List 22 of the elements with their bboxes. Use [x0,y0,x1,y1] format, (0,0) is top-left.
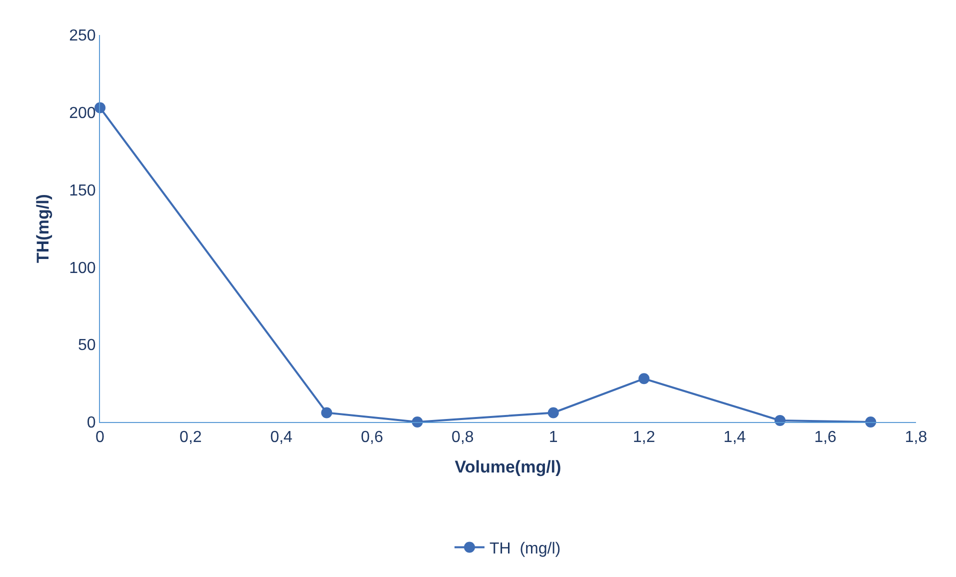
point [548,407,559,418]
y-tick-label: 0 [86,414,96,432]
y-tick-label: 100 [69,260,96,277]
y-tick-label: 200 [69,105,96,122]
point [638,373,650,384]
x-tick-label: 0,6 [360,429,384,446]
x-tick-label: 0,4 [270,429,293,446]
point [321,407,332,418]
legend-label: TH (mg/l) [490,540,561,558]
x-axis-title: Volume(mg/l) [454,458,562,477]
x-tick-label: 1 [548,429,558,446]
y-axis-title: TH(mg/l) [34,194,53,263]
x-tick-label: 1,2 [632,429,656,446]
x-tick-label: 1,4 [724,429,746,446]
x-tick-label: 1,6 [814,429,837,446]
x-tick-label: 0,2 [180,429,202,446]
y-tick-label: 50 [78,337,96,354]
x-tick-label: 0,8 [452,429,474,446]
point [774,414,786,426]
x-tick-label: 1,8 [904,429,928,446]
y-tick-label: 250 [69,28,96,45]
y-tick-label: 150 [69,182,96,200]
